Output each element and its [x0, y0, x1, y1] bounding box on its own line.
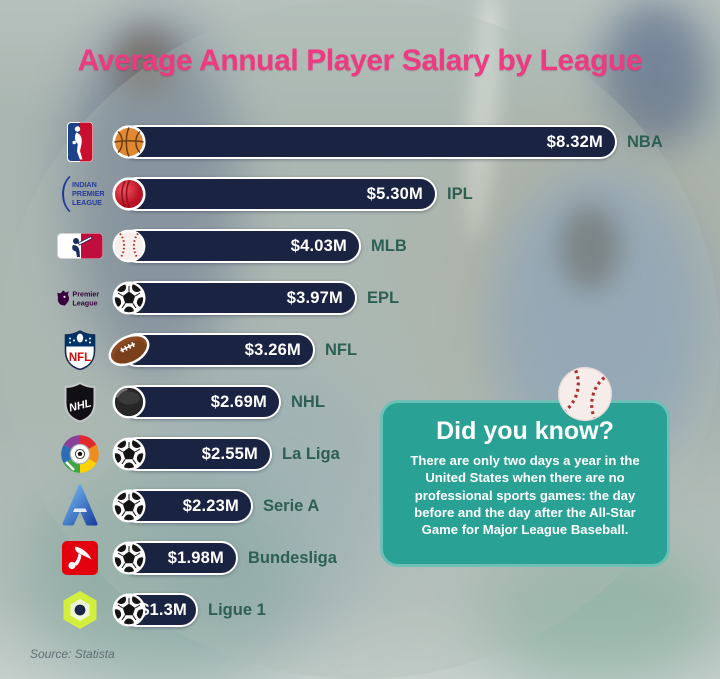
salary-bar: $5.30M [120, 177, 437, 211]
did-you-know-title: Did you know? [436, 417, 614, 445]
nhl-logo: NHL [55, 376, 105, 428]
salary-value: $1.3M [140, 600, 187, 619]
league-label: NBA [627, 132, 663, 151]
salary-value: $3.97M [286, 288, 343, 307]
serie-a-logo [55, 480, 105, 532]
bar-row: $2.23M Serie A [0, 480, 720, 532]
bar-row: Premier League $3.97M EPL [0, 272, 720, 324]
nba-logo [55, 116, 105, 168]
svg-text:PREMIER: PREMIER [72, 189, 104, 198]
salary-bar: $3.97M [120, 281, 357, 315]
soccer-ball-icon [112, 593, 146, 627]
ipl-logo: INDIAN PREMIER LEAGUE [55, 168, 105, 220]
baseball-icon [112, 229, 146, 263]
svg-text:Premier: Premier [72, 289, 99, 298]
hockey-puck-icon [112, 385, 146, 419]
soccer-ball-icon [112, 437, 146, 471]
league-label: Ligue 1 [208, 600, 266, 619]
background-blob [115, 28, 175, 98]
baseball-decoration-icon [551, 360, 619, 428]
bar-row: $4.03M MLB [0, 220, 720, 272]
background-blob [600, 0, 710, 150]
bar-row: NHL $2.69M NHL [0, 376, 720, 428]
bundesliga-logo [55, 532, 105, 584]
league-label: Bundesliga [248, 548, 337, 567]
salary-value: $3.26M [244, 340, 301, 359]
svg-text:NFL: NFL [69, 352, 91, 364]
league-label: MLB [371, 236, 407, 255]
source-note: Source: Statista [30, 647, 115, 661]
premier-league-logo: Premier League [55, 272, 105, 324]
page-title: Average Annual Player Salary by League [77, 44, 643, 77]
bar-rows: $8.32M NBA INDIAN PREMIER LEAGUE $5.30M IPL $4.… [0, 116, 720, 636]
salary-value: $4.03M [290, 236, 347, 255]
salary-value: $1.98M [167, 548, 224, 567]
league-label: La Liga [282, 444, 340, 463]
cricket-ball-icon [112, 177, 146, 211]
american-football-icon [108, 333, 150, 367]
nfl-logo: NFL [55, 324, 105, 376]
laliga-logo [55, 428, 105, 480]
bar-row: $1.3M Ligue 1 [0, 584, 720, 636]
did-you-know-card: Did you know? There are only two days a … [380, 366, 670, 567]
league-label: EPL [367, 288, 400, 307]
ligue1-logo [55, 584, 105, 636]
salary-value: $2.69M [210, 392, 267, 411]
salary-value: $5.30M [366, 184, 423, 203]
svg-text:NHL: NHL [68, 397, 93, 414]
salary-value: $2.55M [201, 444, 258, 463]
salary-value: $2.23M [182, 496, 239, 515]
salary-bar: $4.03M [120, 229, 361, 263]
soccer-ball-icon [112, 541, 146, 575]
bar-row: $8.32M NBA [0, 116, 720, 168]
league-label: NFL [325, 340, 358, 359]
svg-text:LEAGUE: LEAGUE [72, 198, 102, 207]
background-blob [560, 205, 620, 290]
bar-row: NFL $3.26M NFL [0, 324, 720, 376]
league-label: IPL [447, 184, 473, 203]
league-label: NHL [291, 392, 325, 411]
svg-text:INDIAN: INDIAN [72, 180, 97, 189]
soccer-ball-icon [112, 489, 146, 523]
salary-bar: $2.69M [120, 385, 281, 419]
soccer-ball-icon [112, 281, 146, 315]
did-you-know-body: There are only two days a year in the Un… [410, 453, 640, 538]
bar-row: $1.98M Bundesliga [0, 532, 720, 584]
bar-row: INDIAN PREMIER LEAGUE $5.30M IPL [0, 168, 720, 220]
mlb-logo [55, 220, 105, 272]
svg-text:League: League [72, 299, 97, 308]
bar-row: $2.55M La Liga [0, 428, 720, 480]
salary-value: $8.32M [546, 132, 603, 151]
league-label: Serie A [263, 496, 320, 515]
salary-bar: $8.32M [120, 125, 617, 159]
basketball-icon [112, 125, 146, 159]
